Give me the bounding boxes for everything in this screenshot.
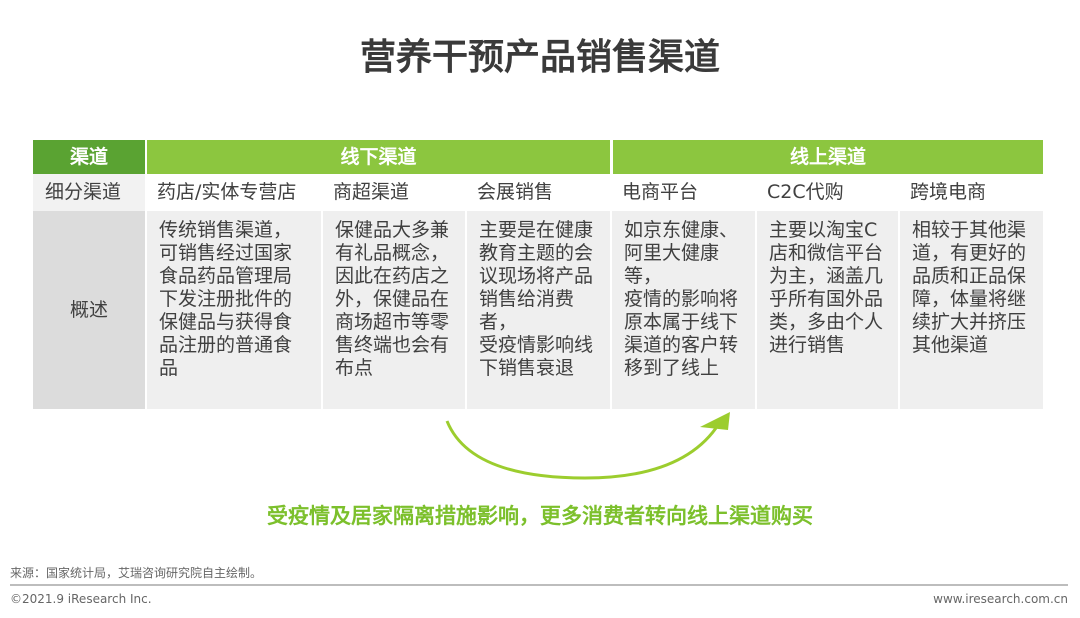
channel-table: 渠道 线下渠道 线上渠道 细分渠道 药店/实体专营店 商超渠道 会展销售 电商平… <box>33 140 1043 409</box>
overview-label: 概述 <box>33 211 145 409</box>
overview-cell: 保健品大多兼 有礼品概念， 因此在药店之 外，保健品在 商场超市等零 售终端也会… <box>321 211 465 409</box>
overview-cell: 主要以淘宝C 店和微信平台 为主，涵盖几 乎所有国外品 类，多由个人 进行销售 <box>755 211 898 409</box>
header-offline: 线下渠道 <box>145 140 610 174</box>
header-online: 线上渠道 <box>610 140 1043 174</box>
subchannel-name: 电商平台 <box>610 174 755 211</box>
table-header-row: 渠道 线下渠道 线上渠道 <box>33 140 1043 174</box>
subchannel-row: 细分渠道 药店/实体专营店 商超渠道 会展销售 电商平台 C2C代购 跨境电商 <box>33 174 1043 211</box>
subchannel-label: 细分渠道 <box>33 174 145 211</box>
subchannel-name: 跨境电商 <box>898 174 1043 211</box>
subchannel-name: 商超渠道 <box>321 174 465 211</box>
overview-cell: 相较于其他渠 道，有更好的 品质和正品保 障，体量将继 续扩大并挤压 其他渠道 <box>898 211 1043 409</box>
caption: 受疫情及居家隔离措施影响，更多消费者转向线上渠道购买 <box>267 504 813 528</box>
footer-divider <box>10 584 1068 586</box>
header-channel: 渠道 <box>33 140 145 174</box>
subchannel-name: C2C代购 <box>755 174 898 211</box>
website-link[interactable]: www.iresearch.com.cn <box>933 592 1068 606</box>
subchannel-name: 药店/实体专营店 <box>145 174 321 211</box>
subchannel-name: 会展销售 <box>465 174 610 211</box>
overview-row: 概述 传统销售渠道， 可销售经过国家 食品药品管理局 下发注册批件的 保健品与获… <box>33 211 1043 409</box>
overview-cell: 主要是在健康 教育主题的会 议现场将产品 销售给消费者， 受疫情影响线 下销售衰… <box>465 211 610 409</box>
copyright: ©2021.9 iResearch Inc. <box>10 592 152 606</box>
source-note: 来源：国家统计局，艾瑞咨询研究院自主绘制。 <box>10 566 263 580</box>
page-title: 营养干预产品销售渠道 <box>359 37 720 78</box>
overview-cell: 传统销售渠道， 可销售经过国家 食品药品管理局 下发注册批件的 保健品与获得食 … <box>145 211 321 409</box>
overview-cell: 如京东健康、 阿里大健康等， 疫情的影响将 原本属于线下 渠道的客户转 移到了线… <box>610 211 755 409</box>
